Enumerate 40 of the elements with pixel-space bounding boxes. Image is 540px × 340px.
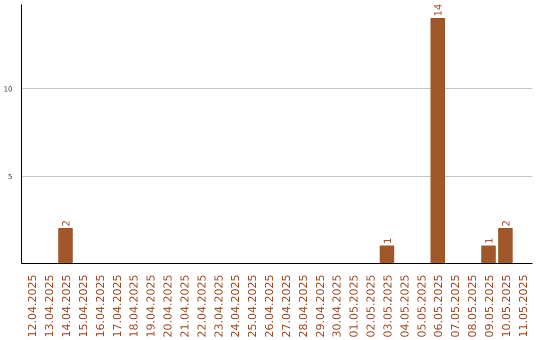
x-tick-label: 06.05.2025: [432, 274, 446, 338]
data-label: 2: [61, 220, 72, 226]
x-tick-label: 14.04.2025: [60, 274, 73, 338]
data-label: 14: [434, 4, 445, 16]
data-label: 1: [382, 238, 394, 244]
x-tick-label: 04.05.2025: [398, 274, 412, 338]
x-tick-label: 22.04.2025: [195, 274, 208, 338]
x-tick-label: 20.04.2025: [162, 274, 175, 338]
x-tick-label: 18.04.2025: [128, 274, 141, 338]
x-tick-label: 11.05.2025: [516, 274, 530, 338]
x-tick-label: 16.04.2025: [94, 274, 107, 338]
bar: [430, 18, 446, 264]
x-tick-label: 07.05.2025: [449, 274, 462, 338]
x-tick-label: 30.04.2025: [330, 274, 344, 338]
x-tick-label: 05.05.2025: [415, 274, 428, 338]
x-tick-label: 01.05.2025: [348, 274, 361, 338]
x-tick-label: 21.04.2025: [178, 274, 192, 338]
bar: [58, 228, 73, 264]
data-label: 2: [501, 220, 512, 226]
bar: [380, 246, 394, 264]
data-label: 1: [484, 238, 496, 244]
bar: [498, 228, 513, 264]
bar: [481, 246, 496, 264]
x-tick-label: 03.05.2025: [381, 274, 394, 338]
x-tick-label: 17.04.2025: [110, 274, 124, 338]
x-tick-label: 26.04.2025: [263, 274, 276, 338]
x-tick-label: 08.05.2025: [466, 274, 480, 338]
x-tick-label: 23.04.2025: [212, 274, 226, 338]
x-tick-label: 29.04.2025: [314, 274, 327, 338]
x-tick-label: 25.04.2025: [246, 274, 260, 338]
x-tick-label: 12.04.2025: [26, 274, 40, 338]
x-tick-label: 19.04.2025: [144, 274, 158, 338]
x-tick-label: 28.04.2025: [296, 274, 310, 338]
x-tick-label: 27.04.2025: [280, 274, 293, 338]
x-tick-label: 02.05.2025: [364, 274, 378, 338]
x-tick-label: 10.05.2025: [500, 274, 513, 338]
x-tick-label: 13.04.2025: [43, 274, 56, 338]
x-tick-label: 09.05.2025: [483, 274, 496, 338]
x-tick-label: 15.04.2025: [76, 274, 90, 338]
x-tick-label: 24.04.2025: [229, 274, 242, 338]
